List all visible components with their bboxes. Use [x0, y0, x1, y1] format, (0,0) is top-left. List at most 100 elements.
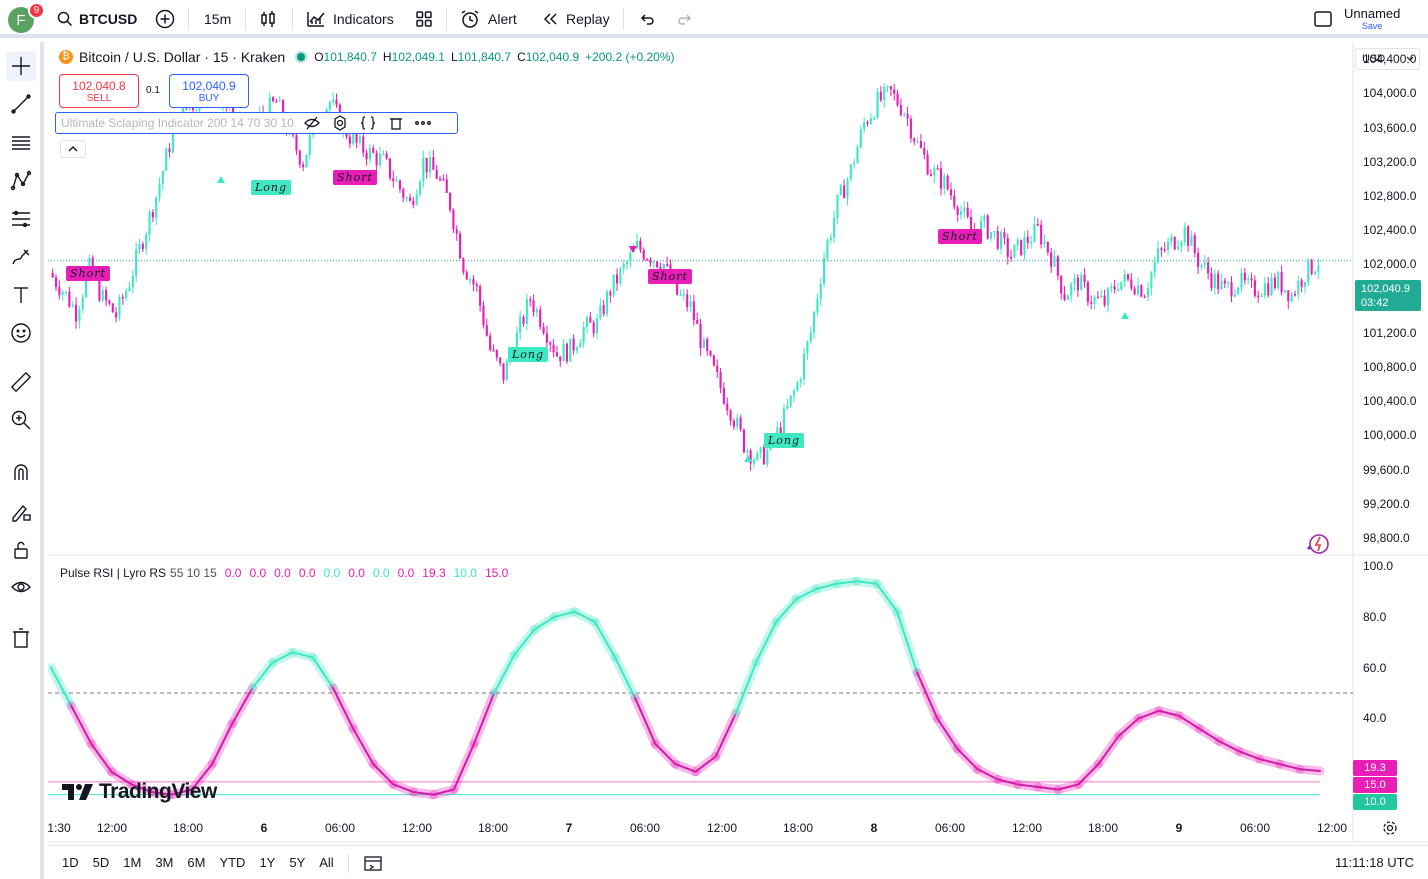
replay-button[interactable]: Replay — [541, 0, 610, 38]
rsi-line-segment — [70, 704, 93, 745]
indicators-button[interactable]: Indicators — [306, 0, 394, 38]
redo-button[interactable] — [676, 0, 694, 38]
layout-name-button[interactable]: Unnamed Save — [1344, 0, 1400, 38]
buy-button[interactable]: 102,040.9 BUY — [169, 74, 249, 108]
source-code-icon[interactable] — [360, 115, 376, 131]
currency-select[interactable]: USD — [1355, 48, 1420, 70]
symbol-legend: ₿ Bitcoin / U.S. Dollar · 15 · Kraken O1… — [59, 49, 675, 65]
ai-assistant-icon[interactable] — [1305, 530, 1331, 556]
range-button-1y[interactable]: 1Y — [259, 855, 276, 870]
candle-body — [1250, 278, 1253, 281]
range-button-6m[interactable]: 6M — [187, 855, 206, 870]
replay-label: Replay — [566, 11, 610, 27]
indicator-legend-main[interactable]: Ultimate Sclaping Indicator 200 14 70 30… — [55, 112, 458, 134]
candle-body — [425, 157, 428, 173]
signal-label: Short — [333, 170, 377, 185]
range-button-all[interactable]: All — [319, 855, 334, 870]
candle-body — [161, 170, 164, 185]
price-axis-label: 102,400.0 — [1363, 223, 1417, 238]
range-button-3m[interactable]: 3M — [155, 855, 174, 870]
candle-body — [408, 197, 412, 201]
chart-canvas[interactable] — [48, 42, 1428, 879]
market-open-dot — [297, 53, 306, 61]
candle-body — [889, 86, 892, 90]
compare-symbol-button[interactable] — [155, 0, 175, 38]
symbol-search-button[interactable]: BTCUSD — [57, 0, 137, 38]
rsi-line-segment — [191, 763, 214, 791]
measure-tool[interactable] — [6, 367, 36, 397]
rsi-name[interactable]: Pulse RSI | Lyro RS — [60, 566, 167, 580]
pattern-tool[interactable] — [6, 166, 36, 196]
chart-type-button[interactable] — [258, 0, 278, 38]
hide-drawings-tool[interactable] — [6, 572, 36, 602]
magnet-tool[interactable] — [6, 457, 36, 487]
range-button-1m[interactable]: 1M — [123, 855, 142, 870]
range-button-1d[interactable]: 1D — [62, 855, 79, 870]
candle-body — [405, 197, 408, 200]
candle-body — [535, 309, 538, 313]
candle-body — [115, 312, 118, 318]
alert-button[interactable]: Alert — [460, 0, 517, 38]
candle-body — [462, 258, 465, 273]
candle-body — [986, 215, 989, 239]
trend-line-tool[interactable] — [6, 89, 36, 119]
candle-body — [1016, 239, 1019, 245]
candle-body — [959, 211, 963, 216]
layout-checkbox[interactable] — [1313, 0, 1333, 38]
symbol-title[interactable]: Bitcoin / U.S. Dollar · 15 · Kraken — [79, 49, 286, 65]
utc-clock[interactable]: 11:11:18 UTC — [1334, 855, 1414, 870]
candle-body — [752, 459, 756, 464]
candle-body — [1153, 262, 1156, 273]
candle-body — [1197, 252, 1200, 267]
rsi-line-segment — [896, 610, 919, 674]
alarm-clock-icon — [461, 10, 479, 28]
remove-drawings-tool[interactable] — [6, 623, 36, 653]
candle-body — [492, 349, 495, 352]
more-icon[interactable] — [414, 115, 432, 131]
text-tool[interactable] — [6, 280, 36, 310]
candle-body — [699, 323, 702, 349]
candle-body — [138, 243, 141, 250]
zoom-tool[interactable] — [6, 405, 36, 435]
time-axis-label: 1:30 — [47, 821, 71, 835]
chart-area[interactable]: ₿ Bitcoin / U.S. Dollar · 15 · Kraken O1… — [47, 42, 1428, 879]
spread-value: 0.1 — [146, 85, 160, 96]
price-axis-label: 102,800.0 — [1363, 188, 1417, 203]
candle-body — [282, 100, 285, 122]
brush-icon — [12, 249, 30, 265]
candle-body — [712, 355, 715, 366]
brush-tool[interactable] — [6, 242, 36, 272]
lines-icon — [12, 136, 30, 150]
axis-settings-icon[interactable] — [1382, 820, 1398, 836]
delete-icon[interactable] — [388, 115, 404, 131]
lock-tool[interactable] — [6, 535, 36, 565]
candle-body — [953, 195, 956, 208]
horizontal-lines-tool[interactable] — [6, 128, 36, 158]
rsi-line-segment — [875, 582, 898, 613]
candle-body — [1240, 272, 1243, 288]
rsi-line-segment — [654, 742, 677, 766]
templates-button[interactable] — [415, 0, 433, 38]
sell-button[interactable]: 102,040.8 SELL — [59, 74, 139, 108]
candle-body — [679, 294, 682, 296]
settings-icon[interactable] — [332, 115, 348, 131]
notification-badge[interactable]: 9 — [28, 2, 45, 19]
range-button-5d[interactable]: 5D — [92, 855, 110, 870]
candle-body — [682, 294, 685, 296]
hide-eye-icon[interactable] — [303, 115, 320, 131]
range-button-5y[interactable]: 5Y — [289, 855, 306, 870]
rsi-params: 55 10 15 — [170, 566, 217, 580]
undo-button[interactable] — [638, 0, 656, 38]
fib-tool[interactable] — [6, 204, 36, 234]
emoji-tool[interactable] — [6, 318, 36, 348]
candle-body — [839, 185, 842, 195]
candle-body — [779, 427, 782, 435]
calendar-range-icon[interactable] — [363, 854, 383, 872]
interval-button[interactable]: 15m — [204, 11, 232, 27]
range-button-ytd[interactable]: YTD — [219, 855, 246, 870]
collapse-legend-button[interactable] — [60, 140, 86, 158]
candle-body — [168, 148, 171, 153]
candle-body — [739, 417, 742, 430]
lock-drawings-edit-tool[interactable] — [6, 497, 36, 527]
crosshair-tool[interactable] — [6, 51, 36, 81]
